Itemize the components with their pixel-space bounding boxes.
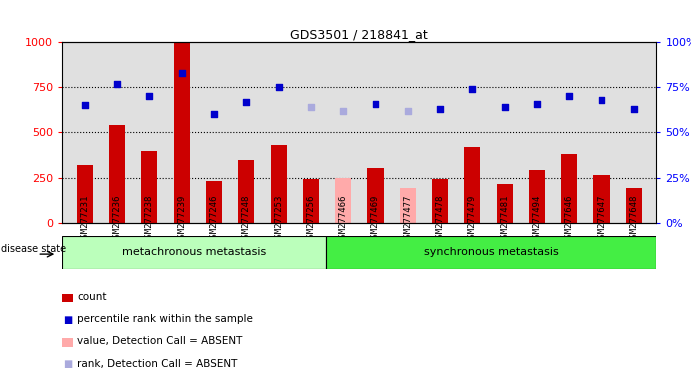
Text: GSM277469: GSM277469 <box>371 194 380 243</box>
Bar <box>368 168 384 223</box>
Bar <box>432 179 448 223</box>
Text: GSM277646: GSM277646 <box>565 194 574 243</box>
FancyBboxPatch shape <box>326 236 656 269</box>
Point <box>338 108 349 114</box>
Bar <box>238 161 254 223</box>
Point <box>628 106 639 112</box>
Bar <box>335 177 351 223</box>
Bar <box>270 145 287 223</box>
Point <box>531 101 542 107</box>
Text: GSM277647: GSM277647 <box>597 194 606 243</box>
Point <box>79 103 91 109</box>
Bar <box>206 181 222 223</box>
Text: ■: ■ <box>63 315 73 325</box>
Point <box>499 104 510 110</box>
Bar <box>529 170 545 223</box>
Point <box>273 84 284 91</box>
Text: GSM277481: GSM277481 <box>500 194 509 243</box>
Point <box>305 104 316 110</box>
Point <box>144 93 155 99</box>
Text: GSM277239: GSM277239 <box>177 194 186 243</box>
Text: value, Detection Call = ABSENT: value, Detection Call = ABSENT <box>77 336 243 346</box>
Text: GSM277479: GSM277479 <box>468 194 477 243</box>
Text: GSM277466: GSM277466 <box>339 194 348 243</box>
Point <box>111 81 122 87</box>
Text: rank, Detection Call = ABSENT: rank, Detection Call = ABSENT <box>77 359 238 369</box>
Bar <box>561 154 577 223</box>
Point <box>402 108 413 114</box>
Bar <box>109 125 125 223</box>
Text: GSM277478: GSM277478 <box>435 194 444 243</box>
Text: GSM277238: GSM277238 <box>145 194 154 243</box>
Title: GDS3501 / 218841_at: GDS3501 / 218841_at <box>290 28 428 41</box>
Bar <box>626 189 642 223</box>
Point <box>596 97 607 103</box>
Point <box>435 106 446 112</box>
Point <box>176 70 187 76</box>
Text: GSM277231: GSM277231 <box>80 194 89 243</box>
Text: GSM277236: GSM277236 <box>113 194 122 243</box>
Text: GSM277648: GSM277648 <box>630 194 638 243</box>
Bar <box>77 165 93 223</box>
Point <box>467 86 478 92</box>
Text: GSM277477: GSM277477 <box>404 194 413 243</box>
Point <box>370 101 381 107</box>
Bar <box>497 184 513 223</box>
Text: synchronous metastasis: synchronous metastasis <box>424 247 559 258</box>
Text: GSM277494: GSM277494 <box>533 194 542 243</box>
Bar <box>399 189 416 223</box>
Text: metachronous metastasis: metachronous metastasis <box>122 247 266 258</box>
Bar <box>594 175 609 223</box>
FancyBboxPatch shape <box>62 236 326 269</box>
Text: GSM277246: GSM277246 <box>209 194 218 243</box>
Bar <box>303 179 319 223</box>
Point <box>564 93 575 99</box>
Bar <box>464 147 480 223</box>
Bar <box>173 42 190 223</box>
Point <box>240 99 252 105</box>
Point <box>209 111 220 118</box>
Text: percentile rank within the sample: percentile rank within the sample <box>77 314 254 324</box>
Text: GSM277253: GSM277253 <box>274 194 283 243</box>
Text: count: count <box>77 292 107 302</box>
Text: disease state: disease state <box>1 243 66 254</box>
Text: GSM277256: GSM277256 <box>306 194 315 243</box>
Text: ■: ■ <box>63 359 73 369</box>
Bar <box>142 151 158 223</box>
Text: GSM277248: GSM277248 <box>242 194 251 243</box>
